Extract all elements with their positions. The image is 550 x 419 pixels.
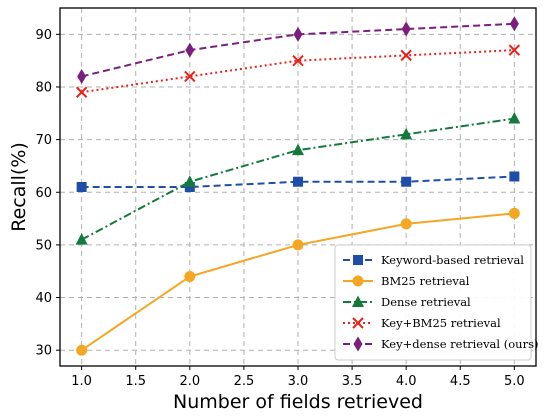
data-point xyxy=(508,44,521,56)
legend: Keyword-based retrieval BM25 retrieval Den… xyxy=(334,244,538,361)
legend-item: Key+dense retrieval (ours) xyxy=(343,336,538,352)
x-marker-stroke xyxy=(75,86,88,98)
data-point xyxy=(76,344,88,356)
data-point xyxy=(508,112,521,124)
x-marker-stroke xyxy=(292,54,304,67)
data-point xyxy=(77,68,87,84)
data-point xyxy=(184,182,195,192)
x-marker-stroke xyxy=(352,317,364,329)
y-axis-title: Recall(%) xyxy=(8,142,30,232)
legend-marker xyxy=(353,255,363,265)
y-tick-label: 40 xyxy=(35,291,52,306)
y-tick-label: 70 xyxy=(35,133,52,148)
x-marker-stroke xyxy=(400,49,412,62)
data-point xyxy=(509,16,519,32)
y-tick-label: 50 xyxy=(35,238,52,253)
x-marker-stroke xyxy=(184,70,196,83)
y-tick-label: 90 xyxy=(35,28,52,43)
data-point xyxy=(183,175,196,187)
x-marker-stroke xyxy=(508,44,521,56)
x-tick-label: 1.5 xyxy=(125,374,146,389)
legend-label: BM25 retrieval xyxy=(381,274,470,288)
data-point xyxy=(76,182,87,192)
series-key-bm25-retrieval xyxy=(75,44,521,98)
data-point xyxy=(293,26,303,42)
legend-item: Keyword-based retrieval xyxy=(343,253,524,267)
data-point xyxy=(292,239,304,251)
data-point xyxy=(400,218,412,230)
data-point xyxy=(184,70,196,83)
x-axis-title: Number of fields retrieved xyxy=(173,391,423,413)
x-tick-label: 3.5 xyxy=(342,374,363,389)
series-dense-retrieval xyxy=(75,112,521,245)
x-tick-label: 1.0 xyxy=(71,374,92,389)
y-tick-label: 60 xyxy=(35,186,52,201)
data-point xyxy=(293,176,303,187)
legend-item: BM25 retrieval xyxy=(343,274,470,288)
data-point xyxy=(400,49,412,62)
x-tick-label: 2.5 xyxy=(234,374,255,389)
data-point xyxy=(75,86,88,98)
series-layer xyxy=(75,16,521,356)
data-point xyxy=(184,271,196,282)
series-key-dense-retrieval-ours xyxy=(77,16,519,84)
data-point xyxy=(292,54,304,67)
data-point xyxy=(508,207,520,219)
legend-marker xyxy=(352,317,364,329)
x-tick-label: 3.0 xyxy=(288,374,309,389)
legend-label: Keyword-based retrieval xyxy=(381,253,524,267)
data-point xyxy=(292,143,304,156)
legend-item: Dense retrieval xyxy=(343,295,471,309)
data-point xyxy=(185,42,195,58)
data-point xyxy=(400,127,413,140)
legend-label: Key+BM25 retrieval xyxy=(381,316,501,330)
data-point xyxy=(509,171,520,182)
legend-item: Key+BM25 retrieval xyxy=(343,316,501,330)
legend-box xyxy=(334,244,532,361)
x-tick-label: 4.5 xyxy=(450,374,471,389)
series-bm25-retrieval xyxy=(76,207,520,356)
legend-marker xyxy=(352,275,364,287)
x-tick-label: 4.0 xyxy=(396,374,417,389)
legend-label: Key+dense retrieval (ours) xyxy=(381,337,538,351)
legend-label: Dense retrieval xyxy=(381,295,471,309)
data-point xyxy=(75,233,88,245)
legend-marker xyxy=(353,336,363,352)
series-keyword-based-retrieval xyxy=(76,171,520,192)
x-tick-label: 2.0 xyxy=(179,374,200,389)
legend-marker xyxy=(352,295,364,307)
axis-ticks: 1.0 1.5 2.0 2.5 3.0 3.5 4.0 4.5 5.0 30 40 50 60 70 80 9… xyxy=(35,28,524,389)
y-tick-label: 30 xyxy=(35,344,52,359)
data-point xyxy=(401,21,411,37)
series-line xyxy=(81,175,515,188)
x-tick-label: 5.0 xyxy=(504,374,525,389)
y-tick-label: 80 xyxy=(35,80,52,95)
data-point xyxy=(401,176,412,187)
